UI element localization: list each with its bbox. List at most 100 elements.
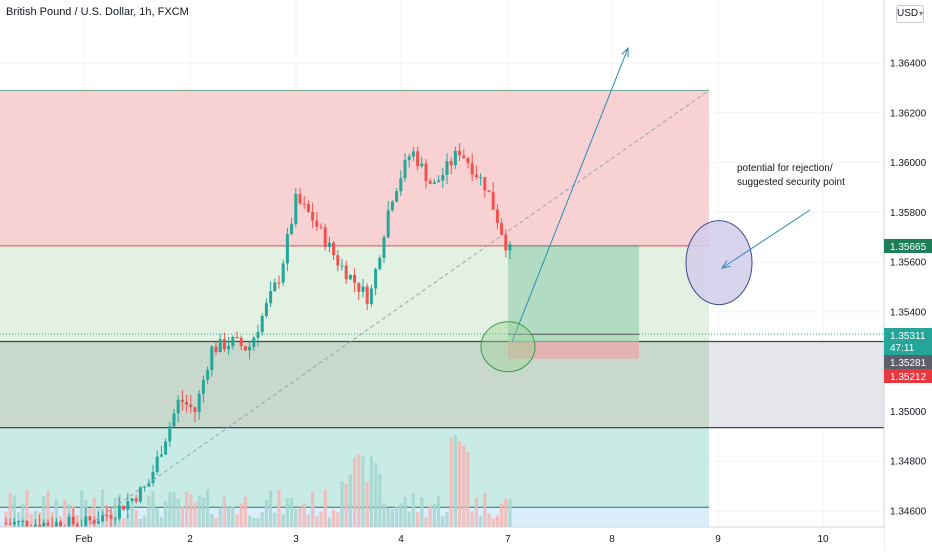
candle-body [273, 282, 277, 292]
highlight-circle[interactable] [480, 321, 536, 373]
candle-body [411, 151, 415, 157]
volume-bar [285, 497, 289, 527]
candle-body [441, 174, 445, 181]
volume-bar [332, 509, 336, 527]
volume-bar [214, 518, 218, 527]
volume-bar [235, 514, 239, 527]
candle-body [75, 524, 79, 527]
resistance-zone[interactable] [0, 90, 709, 246]
candle-body [294, 193, 298, 224]
candle-body [290, 223, 294, 234]
dashed-trend-line[interactable] [83, 89, 710, 529]
candle-body [437, 180, 441, 183]
candle-body [201, 379, 205, 394]
candle-body [12, 522, 16, 525]
volume-bar [474, 497, 478, 527]
candle-body [344, 265, 348, 280]
volume-bar [126, 514, 130, 527]
volume-bar [147, 496, 151, 527]
candle-body [504, 234, 508, 251]
candle-body [395, 191, 399, 202]
time-axis-background [0, 527, 884, 550]
volume-bar [281, 514, 285, 527]
volume-bar [138, 518, 142, 527]
volume-bar [201, 497, 205, 527]
x-tick-labels: Feb 2 3 4 7 8 9 10 [75, 534, 829, 545]
position-stop-box[interactable] [508, 341, 639, 359]
candle-body [315, 220, 319, 227]
candle-body [231, 337, 235, 346]
drawings[interactable] [83, 46, 811, 529]
volume-bar [101, 489, 105, 527]
volume-bar [495, 515, 499, 527]
candle-body [277, 282, 281, 284]
candle-body [336, 255, 340, 266]
annotation-line-1: potential for rejection/ [737, 163, 833, 174]
volume-bar [210, 513, 214, 527]
volume-bar [54, 499, 58, 527]
volume-bar [348, 474, 352, 527]
candle-body [92, 520, 96, 524]
candle-body [306, 204, 310, 212]
candle-body [269, 291, 273, 304]
volume-bar [256, 518, 260, 527]
candle-body [474, 174, 478, 178]
volume-bar [42, 495, 46, 527]
candle-body [357, 282, 361, 292]
volume-bar [353, 457, 357, 527]
volume-bar [483, 492, 487, 527]
candle-body [155, 456, 159, 473]
volume-bar [159, 516, 163, 527]
projection-arrow[interactable] [511, 47, 629, 342]
candle-body [420, 163, 424, 167]
candle-body [470, 163, 474, 175]
candle-body [105, 514, 109, 516]
price-axis[interactable] [883, 0, 932, 550]
candle-body [218, 339, 222, 353]
candle-body [17, 521, 21, 523]
volume-bar [504, 498, 508, 527]
candle-body [176, 399, 180, 414]
last-price-label: 1.35311 [890, 331, 926, 342]
position-tool[interactable] [508, 245, 639, 359]
candle-body [390, 201, 394, 211]
y-tick-label: 1.36200 [890, 108, 927, 119]
volume-bar [432, 504, 436, 527]
candle-body [361, 286, 365, 292]
volume-bar [189, 494, 193, 527]
volume-bar [487, 513, 491, 527]
volume-bar [441, 516, 445, 527]
volume-bar [315, 516, 319, 527]
volume-bar [12, 495, 16, 527]
candle-body [332, 242, 336, 256]
candle-body [462, 155, 466, 158]
volume-bar [466, 451, 470, 527]
volume-bar [239, 503, 243, 527]
candle-body [252, 337, 256, 347]
position-target-box[interactable] [508, 245, 639, 342]
volume-bar [92, 496, 96, 527]
candle-body [243, 346, 247, 351]
x-tick-label: 9 [715, 534, 721, 545]
volume-bar [164, 500, 168, 527]
volume-bar [458, 441, 462, 527]
annotation-arrow[interactable] [721, 209, 811, 269]
candle-body [256, 332, 260, 338]
price-axis-background [884, 0, 932, 550]
candle-body [416, 151, 420, 167]
volume-bar [80, 489, 84, 527]
volume-bar [33, 510, 37, 527]
currency-selector[interactable]: USD▾ [896, 5, 924, 23]
volume-bar [143, 515, 147, 527]
volume-bar [193, 502, 197, 527]
volume-bar [437, 495, 441, 527]
candle-body [487, 190, 491, 193]
volume-bar [378, 474, 382, 527]
rejection-ellipse[interactable] [685, 220, 753, 306]
candle-body [449, 161, 453, 166]
candle-body [130, 498, 134, 502]
volume-bar [323, 489, 327, 527]
candle-body [126, 501, 130, 510]
